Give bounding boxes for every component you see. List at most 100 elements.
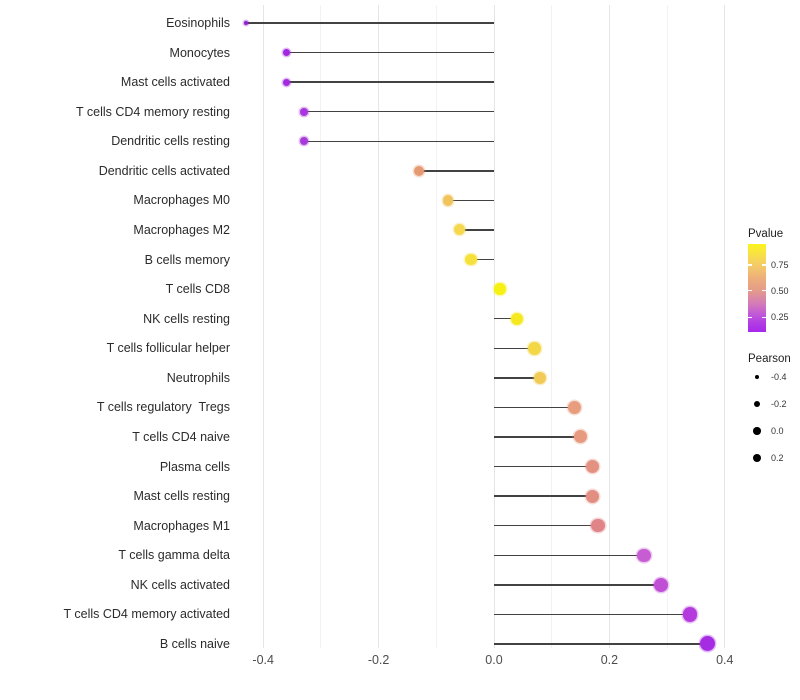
plot-panel [236, 5, 748, 652]
y-axis-label: B cells memory [144, 252, 230, 267]
gridline [320, 5, 322, 648]
x-tick-label: 0.0 [485, 653, 503, 667]
x-tick-label: 0.2 [600, 653, 619, 667]
lollipop-stem [494, 347, 535, 350]
lollipop-stem [459, 229, 494, 231]
y-axis-label: T cells regulatory Tregs [96, 400, 230, 415]
pearson-size-label: -0.2 [771, 399, 787, 409]
y-axis-label: NK cells activated [130, 577, 230, 592]
lollipop-dot [699, 636, 715, 652]
y-axis-label: Macrophages M0 [133, 193, 230, 208]
lollipop-stem [418, 170, 494, 172]
lollipop-stem [494, 377, 541, 379]
y-axis-label: B cells naive [159, 636, 230, 651]
lollipop-dot [465, 253, 477, 266]
lollipop-dot [453, 224, 465, 236]
lollipop-stem [494, 554, 645, 557]
lollipop-stem [494, 436, 581, 438]
pearson-size-dot [754, 401, 760, 407]
lollipop-dot [282, 49, 290, 57]
lollipop-dot [682, 607, 698, 622]
lollipop-dot [243, 21, 248, 25]
lollipop-dot [568, 400, 582, 414]
colorbar-tick-label: 0.75 [771, 260, 789, 271]
lollipop-dot [528, 342, 541, 355]
lollipop-dot [511, 312, 524, 325]
y-axis-label: T cells follicular helper [106, 341, 230, 356]
lollipop-dot [533, 371, 547, 385]
colorbar-tick [748, 316, 752, 319]
colorbar-tick [762, 264, 766, 266]
colorbar-tick [762, 289, 766, 292]
lollipop-stem [494, 495, 593, 497]
pvalue-colorbar [748, 244, 766, 332]
colorbar-tick-label: 0.25 [771, 312, 789, 323]
lollipop-stem [494, 584, 662, 586]
lollipop-dot [442, 195, 454, 206]
y-axis-label: Dendritic cells activated [98, 163, 230, 178]
lollipop-dot [585, 460, 599, 474]
lollipop-dot [591, 518, 605, 533]
y-axis-label: Eosinophils [166, 16, 230, 30]
lollipop-dot [637, 548, 651, 563]
lollipop-stem [494, 524, 598, 527]
y-axis-label: Mast cells activated [120, 75, 230, 90]
y-axis-label: T cells CD4 memory activated [63, 607, 231, 622]
y-axis-label: Mast cells resting [133, 489, 230, 504]
lollipop-stem [303, 140, 494, 143]
y-axis-label: Monocytes [169, 45, 230, 60]
y-axis-label: T cells CD4 memory resting [76, 104, 230, 119]
lollipop-dot [413, 165, 424, 176]
lollipop-stem [286, 51, 494, 54]
lollipop-stem [494, 643, 708, 645]
lollipop-stem [447, 199, 494, 202]
pearson-size-dot [753, 427, 761, 435]
lollipop-stem [494, 465, 593, 468]
lollipop-dot [299, 137, 308, 146]
colorbar-tick-label: 0.50 [771, 285, 789, 296]
pearson-size-label: 0.0 [771, 426, 784, 436]
gridline [551, 5, 553, 648]
x-tick-label: 0.4 [716, 653, 734, 667]
y-axis-label: Macrophages M2 [133, 222, 230, 237]
lollipop-dot [654, 577, 669, 592]
lollipop-dot [299, 107, 308, 116]
lollipop-dot [585, 489, 599, 503]
gridline [724, 5, 726, 648]
pearson-size-dot [755, 375, 759, 379]
lollipop-stem [494, 406, 575, 409]
colorbar-tick [762, 316, 766, 319]
y-axis-label: NK cells resting [143, 311, 230, 326]
lollipop-stem [494, 317, 518, 320]
x-tick-label: -0.2 [367, 653, 390, 667]
lollipop-stem [470, 258, 494, 261]
pearson-size-dot [752, 453, 762, 463]
x-tick-label: -0.4 [252, 653, 274, 667]
pearson-size-label: 0.2 [771, 453, 784, 463]
lollipop-stem [494, 613, 691, 616]
y-axis-label: T cells CD4 naive [132, 429, 230, 444]
gridline [608, 5, 610, 648]
pearson-size-label: -0.4 [771, 372, 787, 382]
colorbar-tick [748, 264, 752, 266]
y-axis-label: Dendritic cells resting [111, 134, 230, 149]
lollipop-dot [282, 78, 290, 86]
lollipop-stem [303, 110, 494, 113]
lollipop-dot [494, 283, 506, 295]
pvalue-legend-title: Pvalue [748, 228, 784, 240]
y-axis-label: Macrophages M1 [133, 518, 230, 533]
gridline [262, 5, 264, 648]
y-axis-label: Plasma cells [159, 459, 230, 474]
gridline [435, 5, 437, 648]
y-axis-label: T cells gamma delta [118, 548, 230, 563]
lollipop-stem [245, 22, 494, 24]
gridline [378, 5, 380, 648]
pearson-legend-title: Pearson [748, 353, 791, 365]
lollipop-stem [286, 81, 494, 83]
gridline [666, 5, 668, 648]
colorbar-tick [748, 289, 752, 292]
y-axis-label: Neutrophils [166, 370, 230, 385]
gridline [493, 5, 495, 648]
lollipop-dot [574, 430, 588, 444]
